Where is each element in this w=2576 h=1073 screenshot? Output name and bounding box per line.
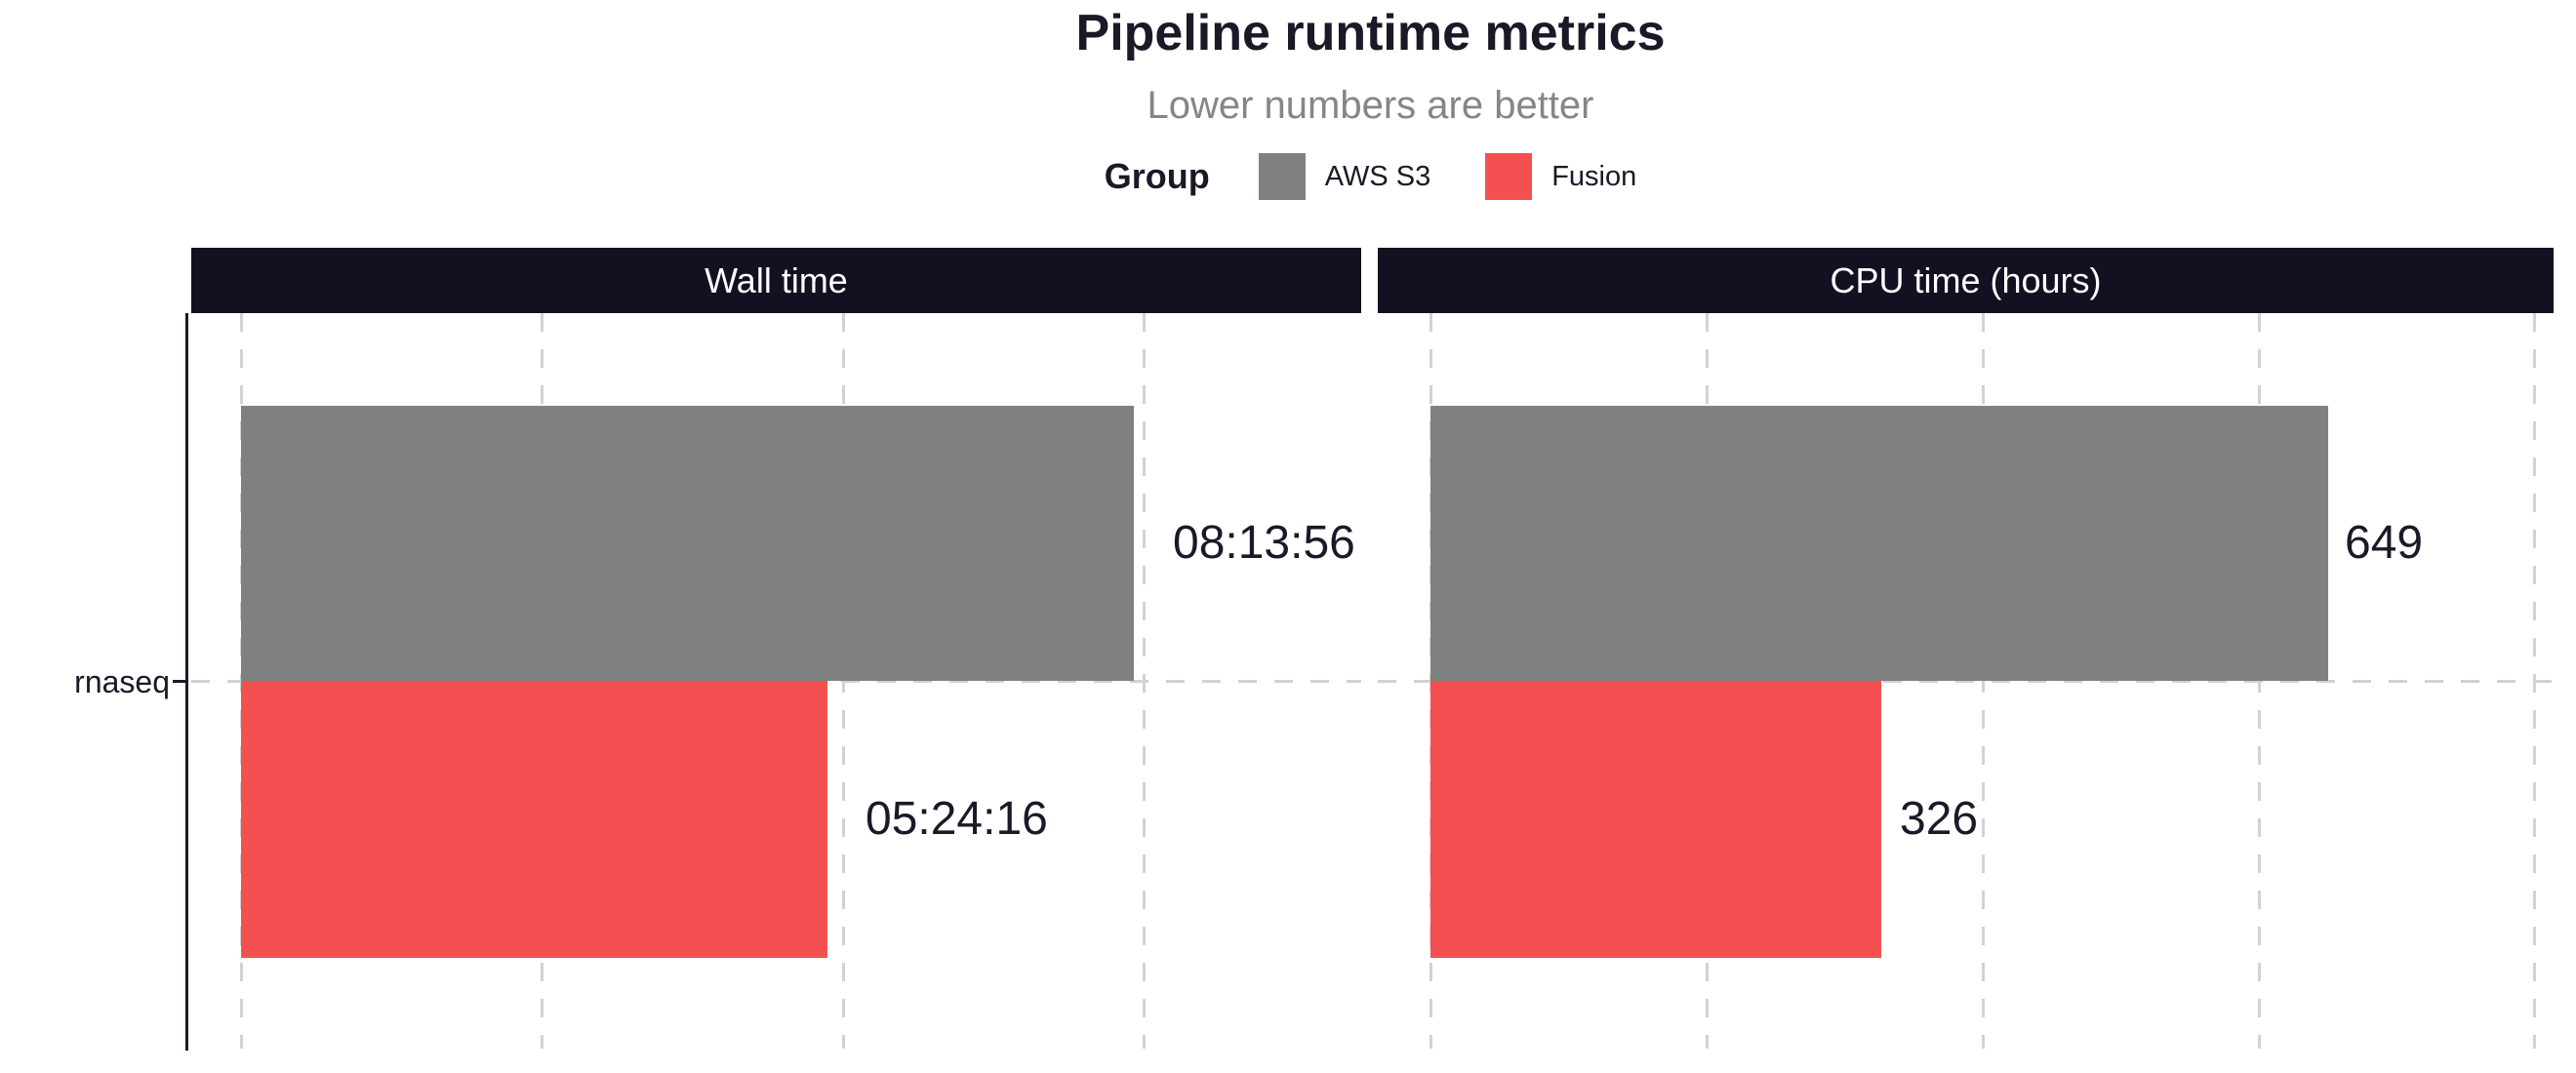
chart-subtitle: Lower numbers are better [1147,84,1594,127]
legend-item-fusion: Fusion [1485,153,1636,200]
legend: Group AWS S3 Fusion [187,146,2554,207]
bar-cpu-time-fusion [1430,681,1882,958]
bar-cpu-time-aws-s3 [1430,406,2329,681]
value-label-cpu-time-fusion: 326 [1900,793,1979,845]
legend-swatch-aws-s3 [1258,153,1306,200]
bar-wall-time-aws-s3 [241,406,1135,681]
chart-title: Pipeline runtime metrics [1075,5,1666,61]
legend-label-fusion: Fusion [1551,160,1637,192]
legend-item-aws-s3: AWS S3 [1258,153,1431,200]
gridline-rnaseq-cpu [1378,680,2554,683]
legend-label-aws-s3: AWS S3 [1324,160,1431,192]
y-axis-line [185,313,188,1051]
facet-strip-wall-time-label: Wall time [704,259,848,300]
value-label-wall-time-aws-s3: 08:13:56 [1173,517,1355,569]
facet-strip-cpu-time-label: CPU time (hours) [1830,259,2102,300]
bar-wall-time-fusion [241,681,827,958]
facet-strip-wall-time: Wall time [191,248,1361,313]
y-axis-tick-rnaseq [173,680,185,683]
y-axis-label-rnaseq: rnaseq [74,664,170,699]
facet-strip-cpu-time: CPU time (hours) [1378,248,2554,313]
value-label-wall-time-fusion: 05:24:16 [865,793,1048,845]
value-label-cpu-time-aws-s3: 649 [2345,517,2424,569]
legend-swatch-fusion [1485,153,1533,200]
legend-title: Group [1104,156,1210,196]
